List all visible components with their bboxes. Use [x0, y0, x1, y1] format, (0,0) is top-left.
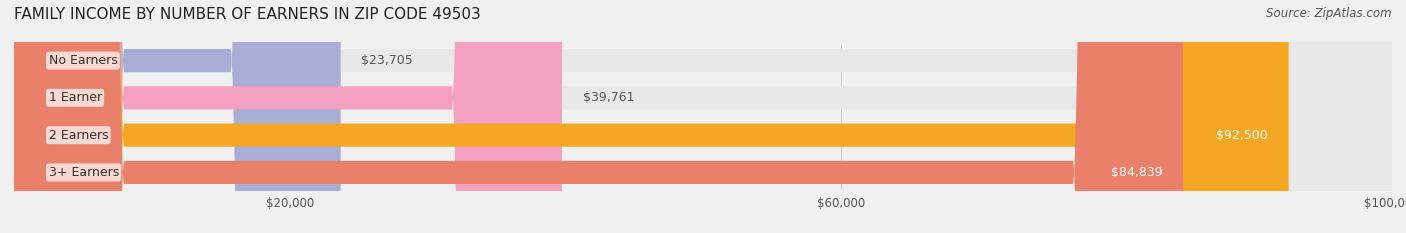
- Text: No Earners: No Earners: [48, 54, 117, 67]
- FancyBboxPatch shape: [14, 0, 1392, 233]
- Text: $92,500: $92,500: [1216, 129, 1268, 142]
- FancyBboxPatch shape: [14, 0, 1392, 233]
- Text: Source: ZipAtlas.com: Source: ZipAtlas.com: [1267, 7, 1392, 20]
- Text: 1 Earner: 1 Earner: [48, 91, 101, 104]
- FancyBboxPatch shape: [14, 0, 1289, 233]
- FancyBboxPatch shape: [14, 0, 1392, 233]
- Text: FAMILY INCOME BY NUMBER OF EARNERS IN ZIP CODE 49503: FAMILY INCOME BY NUMBER OF EARNERS IN ZI…: [14, 7, 481, 22]
- Text: 2 Earners: 2 Earners: [48, 129, 108, 142]
- FancyBboxPatch shape: [14, 0, 1392, 233]
- FancyBboxPatch shape: [14, 0, 340, 233]
- Text: $39,761: $39,761: [582, 91, 634, 104]
- FancyBboxPatch shape: [14, 0, 1182, 233]
- Text: $23,705: $23,705: [361, 54, 413, 67]
- Text: 3+ Earners: 3+ Earners: [48, 166, 118, 179]
- FancyBboxPatch shape: [14, 0, 562, 233]
- Text: $84,839: $84,839: [1111, 166, 1163, 179]
